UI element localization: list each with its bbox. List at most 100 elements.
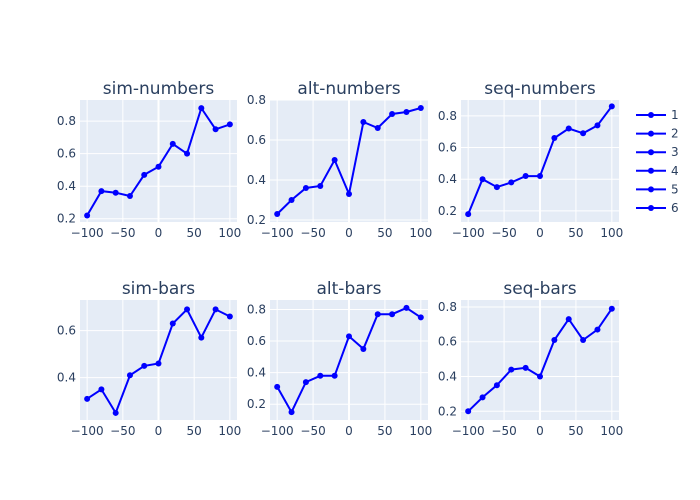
data-point [212,306,219,313]
x-tick-label: −100 [261,424,294,438]
x-tick-label: −50 [300,424,325,438]
x-tick-label: −100 [261,226,294,240]
y-tick-label: 0.2 [247,397,266,411]
legend-label: 4 [671,164,679,178]
data-point [508,366,515,373]
y-tick-label: 0.2 [247,213,266,227]
data-point [493,382,500,389]
y-tick-label: 0.8 [438,300,457,314]
data-point [98,386,105,393]
data-point [84,212,91,219]
data-point [288,197,295,203]
data-point [346,333,352,340]
data-point [493,184,500,191]
legend-label: 6 [671,201,679,215]
x-tick-label: 100 [409,424,432,438]
y-tick-label: 0.4 [57,179,76,193]
data-point [551,337,558,343]
x-tick-label: 100 [600,424,623,438]
subplot-seq-bars: −100 −50 0 50 100 0.2 0.4 0.6 0.8 seq-bars [438,279,623,438]
data-point [184,150,191,157]
y-tick-label: 0.4 [438,172,457,186]
data-point [360,119,367,125]
legend-marker [648,186,654,193]
x-tick-label: 0 [155,424,163,438]
y-tick-label: 0.6 [247,133,266,147]
data-point [112,189,119,196]
data-point [389,311,396,318]
x-tick-label: 50 [377,226,392,240]
data-point [465,211,472,218]
x-tick-label: −50 [491,424,516,438]
x-tick-label: 50 [187,226,202,240]
y-tick-label: 0.8 [438,109,457,123]
x-tick-label: 50 [568,424,583,438]
legend-marker [648,112,654,118]
data-point [302,185,309,191]
data-point [565,316,572,323]
legend-label: 5 [671,182,679,196]
y-tick-label: 0.2 [438,204,457,218]
subplot-alt-numbers: −100 −50 0 50 100 0.2 0.4 0.6 0.8 alt-numbers [247,79,432,240]
y-tick-label: 0.8 [247,302,266,316]
x-tick-label: 100 [409,226,432,240]
data-point [594,326,601,333]
data-point [565,125,572,132]
y-tick-label: 0.6 [247,334,266,348]
x-tick-label: 0 [345,424,353,438]
data-point [317,372,324,379]
data-point [331,372,338,379]
y-tick-label: 0.8 [247,93,266,107]
data-point [126,372,133,379]
data-point [169,140,176,147]
legend-marker [648,149,654,156]
data-point [417,105,424,111]
data-point [537,373,543,380]
data-point [551,135,558,142]
data-point [141,171,148,178]
data-point [198,105,205,112]
x-tick-label: 0 [536,226,544,240]
x-tick-label: 50 [568,226,583,240]
subplot-title: alt-bars [317,279,382,299]
x-tick-label: −50 [110,424,135,438]
data-point [522,173,529,180]
legend-label: 1 [671,108,679,122]
data-point [169,320,176,327]
y-tick-label: 0.6 [57,324,76,338]
x-tick-label: 0 [536,424,544,438]
data-point [580,337,587,343]
x-tick-label: −50 [300,226,325,240]
data-point [537,173,543,180]
data-point [274,211,281,217]
legend-marker [648,167,654,174]
data-point [212,126,219,133]
x-tick-label: 50 [187,424,202,438]
subplot-title: seq-numbers [484,79,596,99]
data-point [155,360,162,367]
y-tick-label: 0.4 [247,366,266,380]
data-point [274,383,281,390]
subplot-alt-bars: −100 −50 0 50 100 0.2 0.4 0.6 0.8 alt-bars [247,279,432,438]
subplot-title: sim-numbers [103,79,215,99]
y-tick-label: 0.4 [57,371,76,385]
data-point [84,395,91,402]
x-tick-label: 100 [218,424,241,438]
data-point [226,121,233,128]
x-tick-label: 100 [218,226,241,240]
x-tick-label: 100 [600,226,623,240]
subplot-title: seq-bars [503,279,576,299]
legend-marker [648,205,654,211]
y-tick-label: 0.4 [438,370,457,384]
data-point [112,409,119,416]
data-point [346,191,352,197]
data-point [479,176,486,183]
data-point [184,306,191,313]
data-point [479,394,486,401]
y-tick-label: 0.2 [57,212,76,226]
x-tick-label: −100 [71,226,104,240]
subplot-title: sim-bars [122,279,195,299]
data-point [403,109,410,115]
y-tick-label: 0.8 [57,114,76,128]
x-tick-label: −50 [110,226,135,240]
